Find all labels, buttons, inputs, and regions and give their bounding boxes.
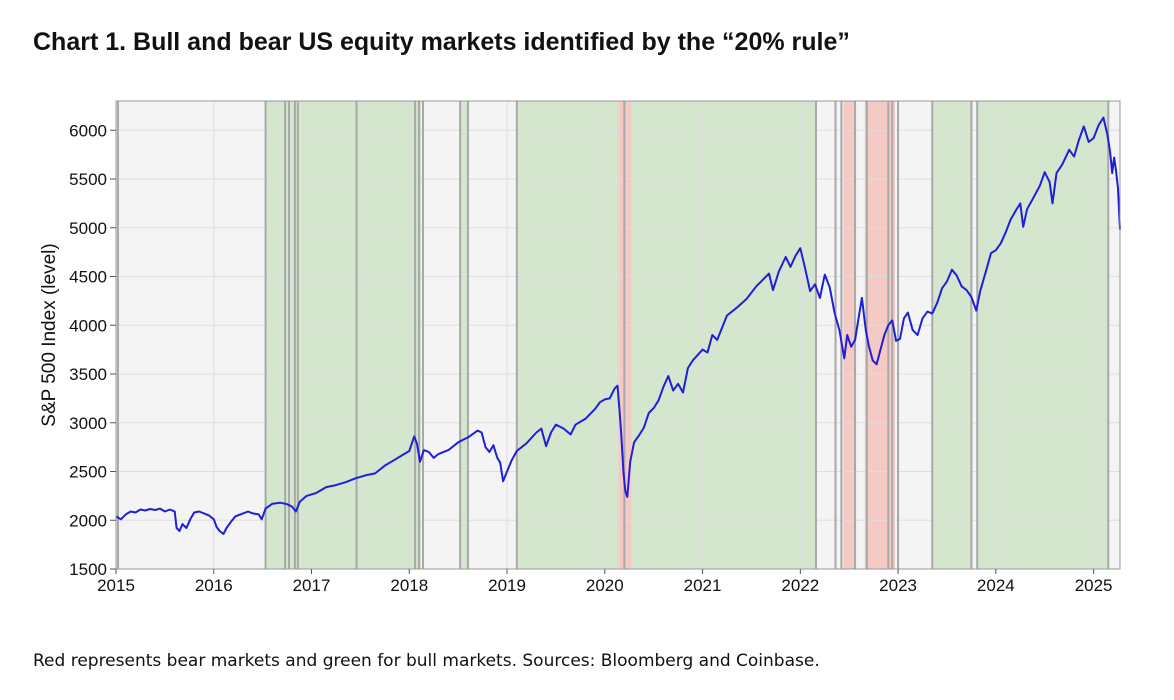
x-tick-label: 2015 xyxy=(97,576,135,595)
y-tick-label: 2500 xyxy=(69,463,107,482)
plot-frame xyxy=(115,100,1121,570)
regime-band-bull xyxy=(265,101,816,569)
chart-title: Chart 1. Bull and bear US equity markets… xyxy=(33,28,850,56)
regime-band-bear xyxy=(843,101,856,569)
regime-band-neutral xyxy=(971,101,979,569)
y-tick-label: 2000 xyxy=(69,511,107,530)
regime-band-bear xyxy=(864,101,896,569)
regime-band-neutral xyxy=(815,101,844,569)
y-tick-label: 5500 xyxy=(69,170,107,189)
y-tick-label: 4500 xyxy=(69,268,107,287)
regime-band-bull xyxy=(932,101,1109,569)
regime-band-neutral xyxy=(855,101,865,569)
y-tick-label: 3000 xyxy=(69,414,107,433)
x-tick-label: 2025 xyxy=(1075,576,1113,595)
x-tick-label: 2019 xyxy=(488,576,526,595)
x-tick-label: 2016 xyxy=(195,576,233,595)
caption: Red represents bear markets and green fo… xyxy=(33,651,820,671)
regime-band-neutral xyxy=(421,101,461,569)
y-axis-label: S&P 500 Index (level) xyxy=(39,243,60,426)
series-line xyxy=(115,116,1121,535)
regime-band-neutral xyxy=(895,101,904,569)
regime-bands xyxy=(116,101,1120,569)
regime-band-neutral xyxy=(1108,101,1120,569)
y-tick-label: 6000 xyxy=(69,121,107,140)
series-layer xyxy=(115,116,1121,535)
y-tick-label: 4000 xyxy=(69,316,107,335)
x-tick-label: 2021 xyxy=(684,576,722,595)
x-tick-label: 2023 xyxy=(879,576,917,595)
x-tick-label: 2018 xyxy=(390,576,428,595)
x-tick-label: 2022 xyxy=(781,576,819,595)
y-tick-label: 1500 xyxy=(69,560,107,579)
chart-svg: 1500 2000 2500 3000 3500 4000 4500 5000 5500 6000… xyxy=(39,100,1121,595)
gridlines xyxy=(115,101,1120,570)
x-tick-label: 2017 xyxy=(293,576,331,595)
y-tick-label: 3500 xyxy=(69,365,107,384)
x-tick-label: 2020 xyxy=(586,576,624,595)
y-axis: 1500 2000 2500 3000 3500 4000 4500 5000 5500 6000 xyxy=(69,121,116,579)
x-tick-label: 2024 xyxy=(977,576,1015,595)
regime-band-neutral xyxy=(467,101,517,569)
x-axis: 2015 2016 2017 2018 2019 2020 2021 2022 2023 2024… xyxy=(97,569,1113,595)
chart-area: 1500 2000 2500 3000 3500 4000 4500 5000 5500 6000… xyxy=(39,100,1121,595)
regime-band-neutral xyxy=(116,101,266,569)
y-tick-label: 5000 xyxy=(69,219,107,238)
